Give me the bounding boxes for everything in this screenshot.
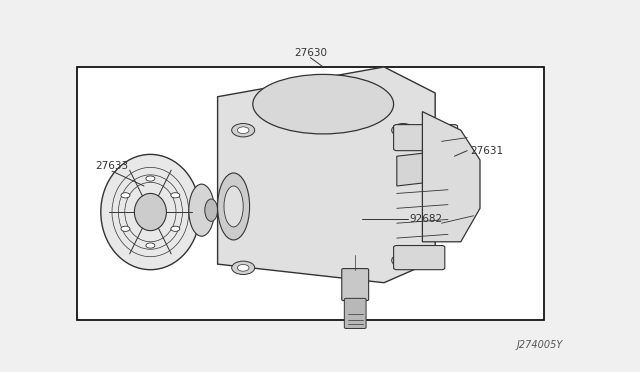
FancyBboxPatch shape — [394, 125, 458, 151]
Ellipse shape — [224, 186, 243, 227]
Circle shape — [392, 124, 415, 137]
Ellipse shape — [205, 199, 218, 221]
Circle shape — [171, 193, 180, 198]
Ellipse shape — [218, 173, 250, 240]
Text: 27631: 27631 — [470, 146, 504, 155]
Circle shape — [121, 226, 130, 231]
Circle shape — [397, 257, 409, 264]
Circle shape — [146, 243, 155, 248]
Text: 27630: 27630 — [294, 48, 327, 58]
FancyBboxPatch shape — [394, 246, 445, 270]
FancyBboxPatch shape — [344, 298, 366, 328]
Text: 27633: 27633 — [95, 161, 129, 171]
Bar — [77, 67, 544, 320]
Polygon shape — [218, 67, 435, 283]
Ellipse shape — [189, 184, 214, 236]
Text: J274005Y: J274005Y — [517, 340, 563, 350]
Circle shape — [146, 176, 155, 181]
Ellipse shape — [253, 74, 394, 134]
Circle shape — [237, 127, 249, 134]
Circle shape — [171, 226, 180, 231]
Polygon shape — [397, 149, 461, 186]
Ellipse shape — [134, 193, 166, 231]
Circle shape — [392, 254, 415, 267]
Text: 92682: 92682 — [410, 215, 443, 224]
Circle shape — [232, 261, 255, 275]
Circle shape — [397, 127, 409, 134]
Circle shape — [237, 264, 249, 271]
Circle shape — [232, 124, 255, 137]
Polygon shape — [422, 112, 480, 242]
FancyBboxPatch shape — [342, 269, 369, 301]
Circle shape — [121, 193, 130, 198]
Ellipse shape — [100, 154, 200, 270]
